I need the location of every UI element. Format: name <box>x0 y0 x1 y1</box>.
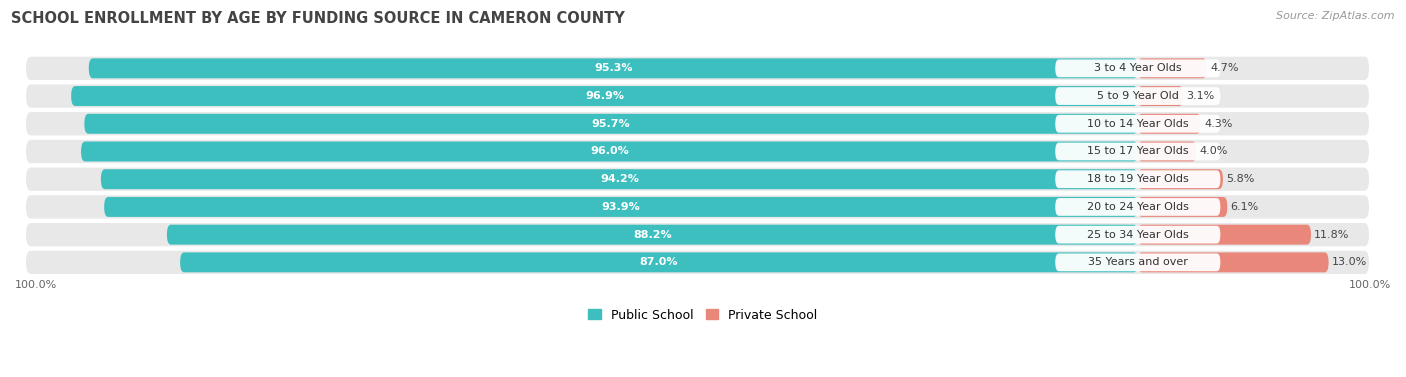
FancyBboxPatch shape <box>72 86 1137 106</box>
FancyBboxPatch shape <box>180 252 1137 272</box>
FancyBboxPatch shape <box>1137 141 1197 161</box>
Text: 6.1%: 6.1% <box>1230 202 1258 212</box>
Text: 100.0%: 100.0% <box>1348 280 1391 290</box>
Text: 4.7%: 4.7% <box>1211 63 1239 74</box>
Text: 88.2%: 88.2% <box>633 230 672 240</box>
Text: 96.9%: 96.9% <box>585 91 624 101</box>
FancyBboxPatch shape <box>25 167 1369 191</box>
FancyBboxPatch shape <box>167 225 1137 245</box>
Text: 35 Years and over: 35 Years and over <box>1088 257 1188 267</box>
Text: 15 to 17 Year Olds: 15 to 17 Year Olds <box>1087 147 1188 156</box>
FancyBboxPatch shape <box>1137 252 1329 272</box>
Text: 18 to 19 Year Olds: 18 to 19 Year Olds <box>1087 174 1188 184</box>
Text: Source: ZipAtlas.com: Source: ZipAtlas.com <box>1277 11 1395 21</box>
FancyBboxPatch shape <box>104 197 1137 217</box>
FancyBboxPatch shape <box>1056 115 1220 133</box>
Text: 13.0%: 13.0% <box>1331 257 1367 267</box>
Text: 100.0%: 100.0% <box>15 280 58 290</box>
Text: 95.3%: 95.3% <box>593 63 633 74</box>
Text: 93.9%: 93.9% <box>602 202 640 212</box>
Text: 10 to 14 Year Olds: 10 to 14 Year Olds <box>1087 119 1188 129</box>
Text: SCHOOL ENROLLMENT BY AGE BY FUNDING SOURCE IN CAMERON COUNTY: SCHOOL ENROLLMENT BY AGE BY FUNDING SOUR… <box>11 11 626 26</box>
FancyBboxPatch shape <box>84 114 1137 134</box>
FancyBboxPatch shape <box>25 84 1369 108</box>
FancyBboxPatch shape <box>25 195 1369 219</box>
FancyBboxPatch shape <box>101 169 1137 189</box>
FancyBboxPatch shape <box>25 57 1369 80</box>
FancyBboxPatch shape <box>1056 143 1220 160</box>
FancyBboxPatch shape <box>1137 114 1201 134</box>
FancyBboxPatch shape <box>1137 197 1227 217</box>
Text: 11.8%: 11.8% <box>1315 230 1350 240</box>
Text: 20 to 24 Year Olds: 20 to 24 Year Olds <box>1087 202 1188 212</box>
Text: 5 to 9 Year Old: 5 to 9 Year Old <box>1097 91 1178 101</box>
Text: 3.1%: 3.1% <box>1187 91 1215 101</box>
Text: 25 to 34 Year Olds: 25 to 34 Year Olds <box>1087 230 1188 240</box>
Text: 3 to 4 Year Olds: 3 to 4 Year Olds <box>1094 63 1181 74</box>
FancyBboxPatch shape <box>1137 86 1184 106</box>
Text: 87.0%: 87.0% <box>640 257 678 267</box>
FancyBboxPatch shape <box>1056 170 1220 188</box>
FancyBboxPatch shape <box>25 112 1369 135</box>
FancyBboxPatch shape <box>1056 226 1220 244</box>
Text: 96.0%: 96.0% <box>591 147 628 156</box>
FancyBboxPatch shape <box>1137 58 1206 78</box>
FancyBboxPatch shape <box>25 223 1369 246</box>
FancyBboxPatch shape <box>1056 60 1220 77</box>
FancyBboxPatch shape <box>1137 169 1223 189</box>
Text: 95.7%: 95.7% <box>592 119 630 129</box>
FancyBboxPatch shape <box>82 141 1137 161</box>
Text: 94.2%: 94.2% <box>600 174 638 184</box>
Text: 4.3%: 4.3% <box>1204 119 1233 129</box>
Text: 5.8%: 5.8% <box>1226 174 1254 184</box>
FancyBboxPatch shape <box>1137 225 1310 245</box>
FancyBboxPatch shape <box>1056 87 1220 105</box>
FancyBboxPatch shape <box>1056 198 1220 216</box>
FancyBboxPatch shape <box>25 140 1369 163</box>
Text: 4.0%: 4.0% <box>1199 147 1229 156</box>
FancyBboxPatch shape <box>25 251 1369 274</box>
FancyBboxPatch shape <box>1056 253 1220 271</box>
Legend: Public School, Private School: Public School, Private School <box>583 304 823 327</box>
FancyBboxPatch shape <box>89 58 1137 78</box>
